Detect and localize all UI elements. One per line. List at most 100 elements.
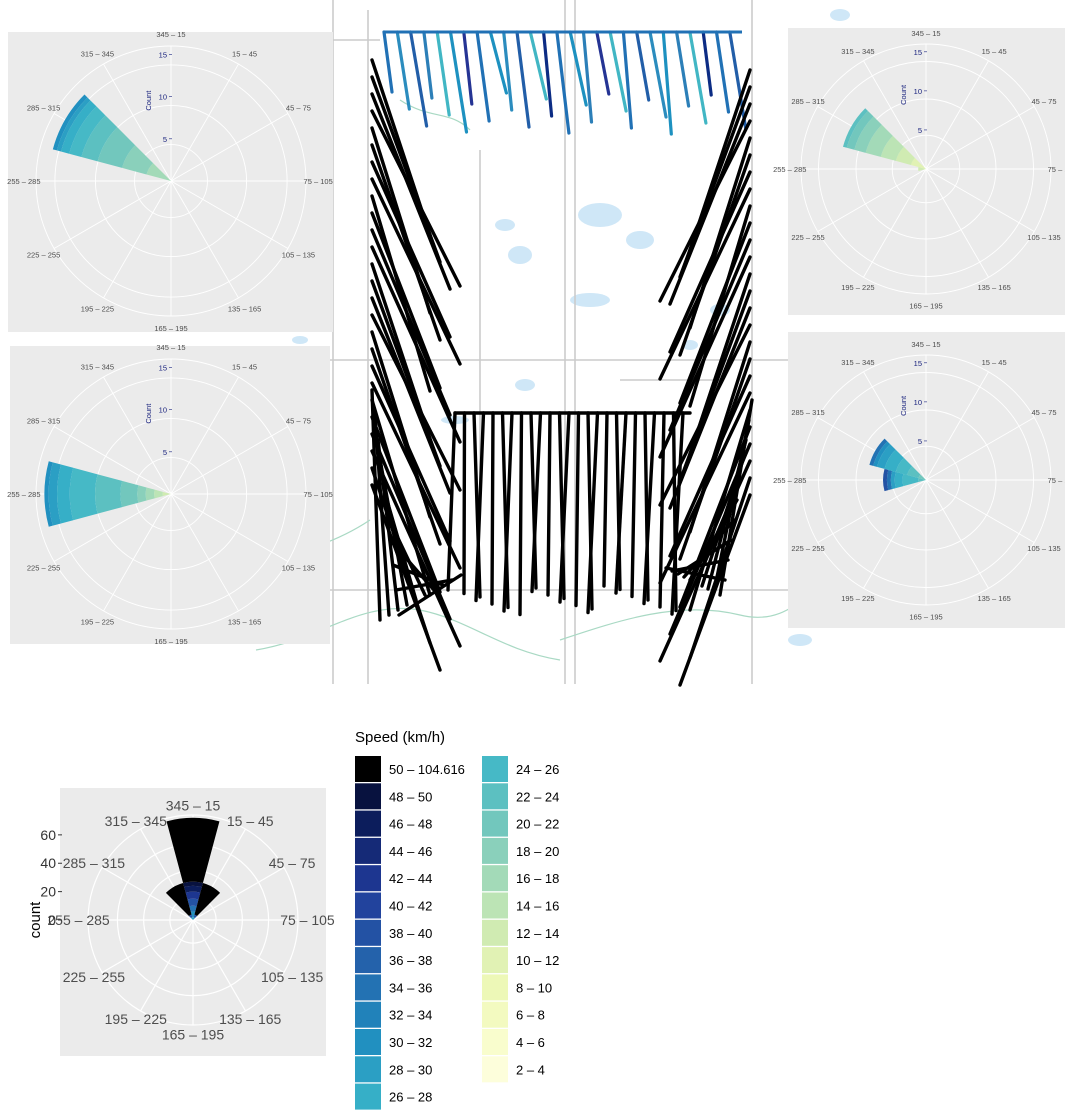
legend-swatch — [355, 1056, 381, 1083]
rose-sector — [48, 462, 61, 526]
rose-y-label: Count — [144, 403, 153, 424]
rose-radial-tick: 60 — [40, 827, 56, 843]
track — [586, 411, 600, 615]
legend-label: 16 – 18 — [516, 871, 559, 886]
rose-direction-label: 345 – 15 — [911, 29, 940, 38]
rose-direction-label: 75 – 105 — [1048, 165, 1065, 174]
wind-rose-top-right: 345 – 15 15 – 45 45 – 75 75 – 105 105 – 135 1… — [773, 28, 1065, 315]
wind-rose-middle-right: 345 – 15 15 – 45 45 – 75 75 – 105 105 – 135 1… — [773, 332, 1065, 628]
rose-radial-tick: 15 — [159, 363, 167, 372]
rose-sector — [894, 471, 904, 489]
track — [670, 558, 730, 573]
track — [614, 411, 628, 595]
water-body — [788, 634, 812, 646]
track — [422, 30, 434, 100]
rose-direction-label: 165 – 195 — [909, 301, 942, 310]
legend-label: 22 – 24 — [516, 789, 559, 804]
water-body — [508, 246, 532, 264]
rose-sector — [184, 885, 202, 893]
rose-direction-label: 45 – 75 — [286, 103, 311, 112]
rose-sector — [69, 467, 98, 521]
track — [502, 411, 514, 613]
rose-grid-spoke — [925, 168, 1035, 232]
rose-sector — [193, 917, 196, 920]
rose-direction-label: 285 – 315 — [27, 416, 60, 425]
rose-sector — [188, 914, 193, 918]
track — [664, 566, 727, 582]
rose-direction-label: 315 – 345 — [105, 813, 167, 829]
track — [674, 30, 691, 108]
legend-item: 10 – 12 — [482, 947, 559, 974]
rose-sector — [52, 94, 88, 151]
rose-sector — [56, 97, 91, 152]
track — [490, 411, 495, 606]
rose-direction-label: 255 – 285 — [773, 165, 806, 174]
track — [668, 170, 752, 354]
rose-grid-spoke — [103, 180, 172, 299]
legend-item: 6 – 8 — [482, 1001, 545, 1028]
legend-label: 26 – 28 — [389, 1090, 432, 1105]
legend-item: 8 – 10 — [482, 974, 552, 1001]
rose-direction-label: 255 – 285 — [773, 476, 806, 485]
track — [385, 513, 427, 597]
track — [388, 538, 436, 592]
track — [678, 153, 752, 357]
rose-direction-label: 255 – 285 — [7, 490, 40, 499]
track — [370, 432, 452, 621]
rose-sector — [192, 917, 194, 920]
legend-swatch — [482, 783, 508, 810]
rose-grid-spoke — [925, 417, 1035, 481]
rose-sector — [81, 115, 118, 162]
legend-label: 32 – 34 — [389, 1008, 432, 1023]
track — [558, 411, 571, 604]
track — [446, 411, 457, 592]
rose-grid-spoke — [53, 493, 172, 562]
legend-swatch — [355, 783, 381, 810]
legend-swatch — [482, 756, 508, 782]
rose-direction-label: 315 – 345 — [81, 363, 114, 372]
track — [370, 109, 462, 288]
rose-direction-label: 105 – 135 — [282, 564, 315, 573]
track — [528, 30, 548, 101]
rose-grid-spoke — [170, 180, 239, 299]
rose-grid-spoke — [925, 106, 1035, 170]
rose-grid-spoke — [192, 919, 285, 974]
rose-radial-tick: 10 — [914, 398, 922, 407]
rose-radial-tick: 5 — [163, 135, 167, 144]
rose-radial-tick: 10 — [159, 406, 167, 415]
rose-sector — [120, 480, 139, 508]
rose-grid-spoke — [170, 63, 239, 182]
rose-sector — [876, 444, 896, 469]
track — [728, 30, 748, 131]
rose-sector — [57, 464, 74, 524]
rose-sector — [145, 487, 155, 501]
water-body — [495, 219, 515, 231]
legend-item: 48 – 50 — [355, 783, 432, 810]
rose-sector — [154, 489, 163, 499]
legend-items: 50 – 104.616 48 – 50 46 – 48 44 – 46 42 – 44… — [355, 756, 559, 1110]
track — [409, 30, 429, 128]
rose-sector — [918, 474, 926, 480]
rose-direction-label: 15 – 45 — [982, 47, 1007, 56]
rose-direction-label: 15 – 45 — [227, 813, 274, 829]
legend-swatch — [355, 810, 381, 837]
rose-direction-label: 165 – 195 — [154, 324, 187, 333]
rose-direction-label: 105 – 135 — [261, 969, 323, 985]
rose-sector — [95, 474, 123, 514]
legend-swatch — [482, 919, 508, 946]
rose-direction-label: 255 – 285 — [7, 177, 40, 186]
rose-direction-label: 15 – 45 — [982, 358, 1007, 367]
rose-sector — [44, 461, 53, 527]
track — [475, 30, 491, 123]
rose-direction-label: 15 – 45 — [232, 363, 257, 372]
rose-sector — [189, 905, 197, 912]
track — [574, 411, 581, 608]
rose-sector — [918, 166, 926, 172]
legend-label: 40 – 42 — [389, 899, 432, 914]
legend-item: 50 – 104.616 — [355, 756, 465, 782]
rose-radial-tick: 5 — [163, 448, 167, 457]
rose-direction-label: 225 – 255 — [27, 251, 60, 260]
rose-grid-spoke — [925, 168, 989, 278]
rose-sector — [842, 108, 868, 148]
track — [678, 357, 752, 561]
